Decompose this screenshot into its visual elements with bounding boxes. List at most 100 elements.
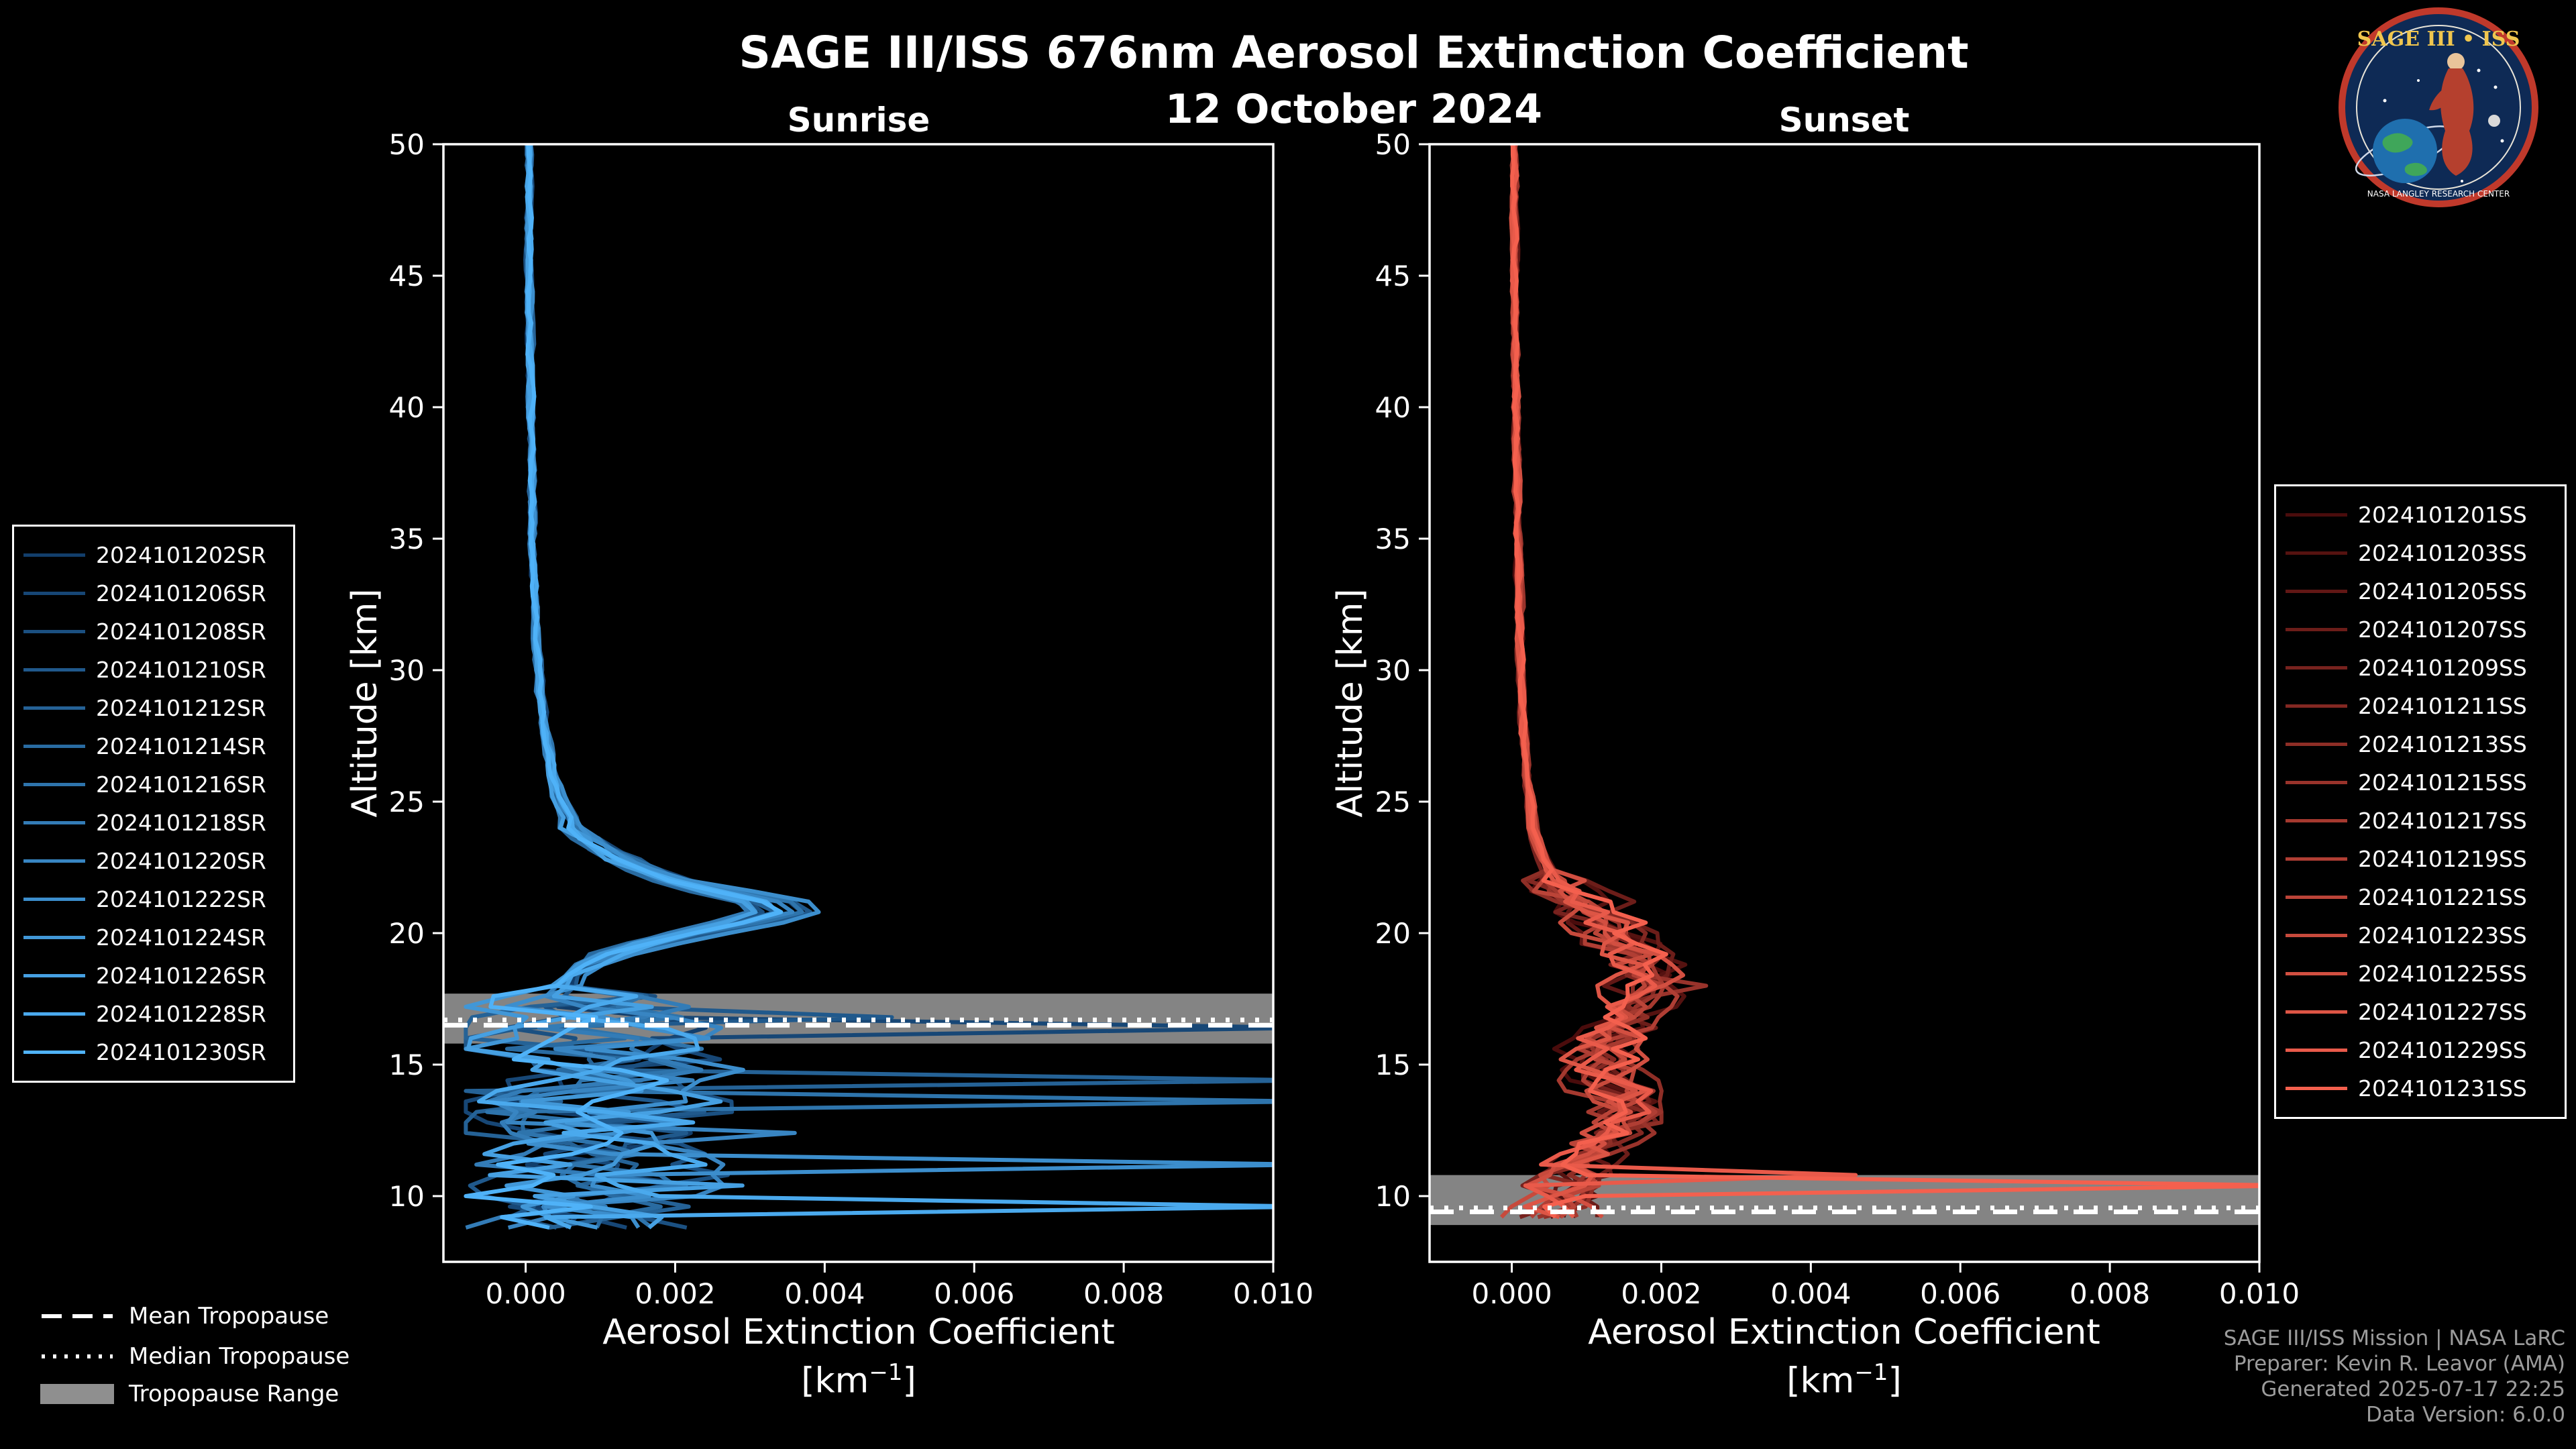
legend-item: 2024101208SR xyxy=(23,612,288,651)
legend-swatch xyxy=(2286,972,2347,975)
x-tick-label: 0.006 xyxy=(1920,1277,2000,1310)
y-tick-label: 45 xyxy=(1375,260,1411,292)
unit-pre: [km xyxy=(1786,1360,1855,1401)
legend-label: 2024101206SR xyxy=(96,580,266,606)
logo-stars xyxy=(2383,68,2504,182)
y-tick-label: 30 xyxy=(1375,654,1411,687)
legend-label: 2024101223SS xyxy=(2358,922,2527,949)
legend-item: 2024101202SR xyxy=(23,536,288,574)
median-tropopause-label: Median Tropopause xyxy=(129,1343,350,1370)
legend-item: 2024101201SS xyxy=(2286,496,2559,534)
mean-tropopause-legend-item: Mean Tropopause xyxy=(40,1303,329,1330)
sage-iii-iss-logo: SAGE III • ISS NASA LANGLEY RESEARCH CEN… xyxy=(2339,7,2538,207)
legend-swatch xyxy=(23,898,85,901)
sunrise-plot: 0.000 0.002 0.004 0.006 0.008 0.010 10 15 20 25 30… xyxy=(389,128,1314,1310)
legend-item: 2024101219SS xyxy=(2286,840,2559,878)
x-tick-label: 0.002 xyxy=(635,1277,715,1310)
median-tropopause-swatch xyxy=(40,1346,114,1366)
credit-preparer: Preparer: Kevin R. Leavor (AMA) xyxy=(2233,1352,2565,1376)
legend-swatch xyxy=(2286,896,2347,899)
tropopause-range-swatch xyxy=(40,1384,114,1404)
legend-label: 2024101211SS xyxy=(2358,693,2527,719)
x-axis-label-sunrise: Aerosol Extinction Coefficient xyxy=(602,1312,1115,1352)
legend-label: 2024101231SS xyxy=(2358,1075,2527,1102)
sunset-plot: 0.000 0.002 0.004 0.006 0.008 0.010 10 15 20 25 30… xyxy=(1375,128,2300,1310)
x-tick-label: 0.008 xyxy=(2070,1277,2150,1310)
legend-item: 2024101215SS xyxy=(2286,763,2559,802)
tropopause-range-legend-item: Tropopause Range xyxy=(40,1381,339,1407)
unit-sup: −1 xyxy=(869,1359,903,1386)
legend-item: 2024101211SS xyxy=(2286,687,2559,725)
legend-item: 2024101223SS xyxy=(2286,916,2559,955)
legend-swatch xyxy=(2286,551,2347,555)
legend-swatch xyxy=(2286,781,2347,784)
legend-swatch xyxy=(2286,743,2347,746)
legend-item: 2024101221SS xyxy=(2286,878,2559,916)
legend-label: 2024101207SS xyxy=(2358,616,2527,643)
y-tick-label: 50 xyxy=(389,128,425,161)
legend-swatch xyxy=(23,592,85,595)
legend-swatch xyxy=(2286,590,2347,593)
median-tropopause-legend-item: Median Tropopause xyxy=(40,1343,350,1370)
panel-title-sunrise: Sunrise xyxy=(787,101,930,140)
legend-label: 2024101227SS xyxy=(2358,999,2527,1025)
legend-item: 2024101213SS xyxy=(2286,725,2559,763)
x-tick-label: 0.004 xyxy=(784,1277,865,1310)
legend-label: 2024101214SR xyxy=(96,733,266,759)
date-subtitle: 12 October 2024 xyxy=(1165,86,1542,133)
y-tick-label: 50 xyxy=(1375,128,1411,161)
x-tick-label: 0.000 xyxy=(1471,1277,1552,1310)
legend-item: 2024101216SR xyxy=(23,765,288,804)
x-tick-label: 0.006 xyxy=(934,1277,1014,1310)
legend-label: 2024101202SR xyxy=(96,542,266,568)
y-tick-label: 35 xyxy=(1375,523,1411,555)
legend-item: 2024101226SR xyxy=(23,957,288,995)
legend-swatch xyxy=(2286,1087,2347,1090)
tropopause-range-label: Tropopause Range xyxy=(129,1381,339,1407)
x-tick-label: 0.008 xyxy=(1083,1277,1164,1310)
plot-border xyxy=(442,143,1275,1263)
legend-label: 2024101210SR xyxy=(96,657,266,683)
legend-swatch xyxy=(2286,1010,2347,1014)
legend-swatch xyxy=(23,974,85,977)
legend-label: 2024101222SR xyxy=(96,886,266,912)
legend-label: 2024101212SR xyxy=(96,695,266,721)
legend-item: 2024101206SR xyxy=(23,574,288,612)
legend-item: 2024101217SS xyxy=(2286,802,2559,840)
panel-title-sunset: Sunset xyxy=(1778,101,1910,140)
legend-swatch xyxy=(23,1051,85,1054)
legend-item: 2024101212SR xyxy=(23,689,288,727)
legend-label: 2024101215SS xyxy=(2358,769,2527,796)
y-tick-label: 10 xyxy=(389,1180,425,1213)
legend-swatch xyxy=(23,821,85,824)
legend-label: 2024101208SR xyxy=(96,619,266,645)
y-tick-label: 20 xyxy=(389,917,425,950)
legend-swatch xyxy=(23,859,85,863)
legend-item: 2024101220SR xyxy=(23,842,288,880)
legend-label: 2024101216SR xyxy=(96,771,266,798)
credit-data-version: Data Version: 6.0.0 xyxy=(2365,1403,2565,1427)
logo-earth xyxy=(2373,119,2437,183)
profile-2024101230SR xyxy=(464,144,784,1230)
legend-label: 2024101213SS xyxy=(2358,731,2527,757)
x-tick-label: 0.004 xyxy=(1770,1277,1851,1310)
legend-item: 2024101218SR xyxy=(23,804,288,842)
y-tick-label: 10 xyxy=(1375,1180,1411,1213)
mean-tropopause-label: Mean Tropopause xyxy=(129,1303,329,1330)
legend-label: 2024101219SS xyxy=(2358,846,2527,872)
legend-label: 2024101220SR xyxy=(96,848,266,874)
legend-swatch xyxy=(2286,934,2347,937)
legend-swatch xyxy=(2286,628,2347,631)
legend-item: 2024101231SS xyxy=(2286,1069,2559,1108)
x-axis-unit-sunset: [km−1] xyxy=(1786,1359,1901,1401)
unit-sup: −1 xyxy=(1854,1359,1888,1386)
logo-title: SAGE III • ISS xyxy=(2357,28,2520,51)
sunrise-legend: 2024101202SR 2024101206SR 2024101208SR 2024… xyxy=(12,525,295,1083)
legend-label: 2024101203SS xyxy=(2358,540,2527,566)
x-tick-label: 0.010 xyxy=(2219,1277,2300,1310)
legend-item: 2024101205SS xyxy=(2286,572,2559,610)
logo-figure xyxy=(2429,53,2474,176)
legend-swatch xyxy=(23,630,85,633)
legend-label: 2024101224SR xyxy=(96,924,266,951)
x-tick-label: 0.002 xyxy=(1621,1277,1701,1310)
